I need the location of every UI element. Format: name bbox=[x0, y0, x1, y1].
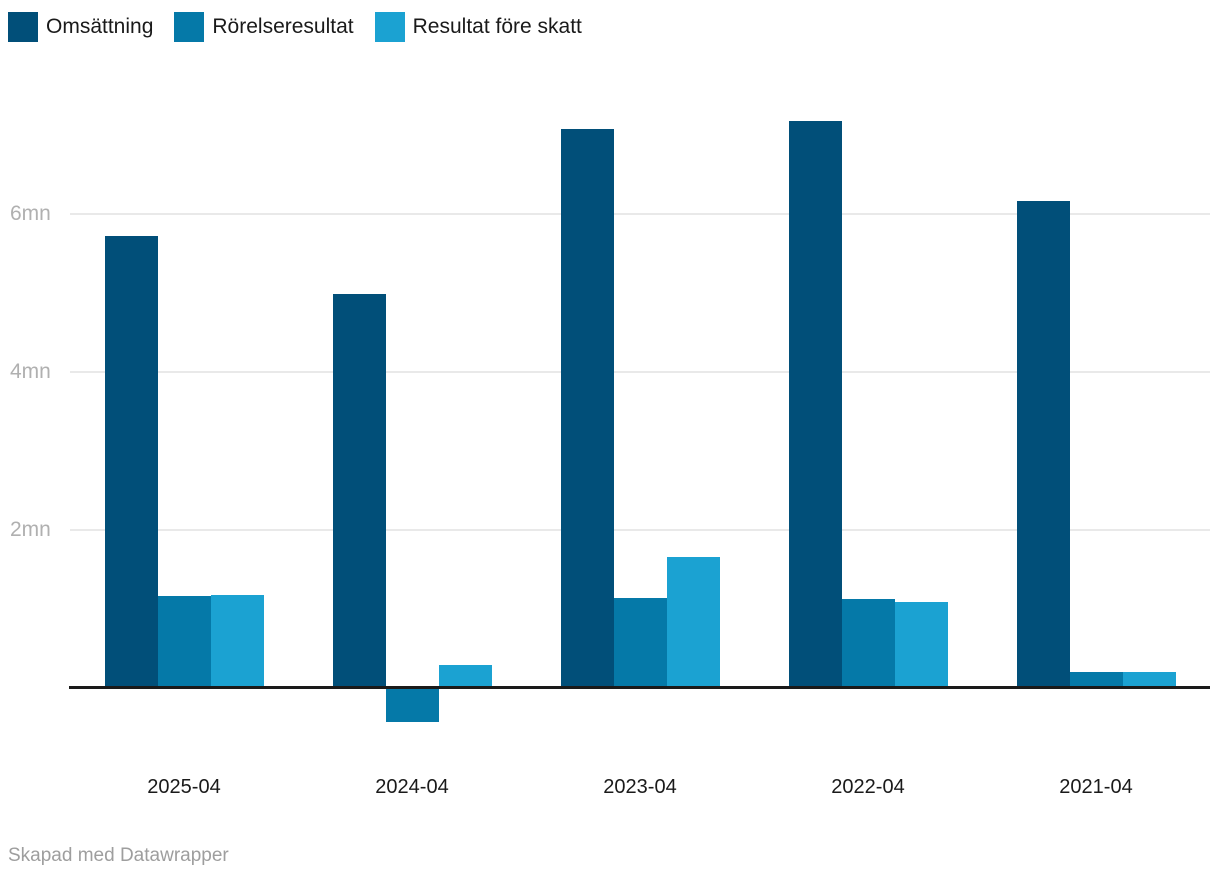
bar-oms-ttning-2025-04 bbox=[104, 236, 158, 688]
x-axis-category-label: 2022-04 bbox=[831, 776, 905, 798]
bar-oms-ttning-2021-04 bbox=[1016, 201, 1070, 688]
bar-resultat-f-re-skatt-2024-04 bbox=[438, 665, 492, 688]
bar-oms-ttning-2023-04 bbox=[560, 129, 614, 688]
legend-item-resultat-f-re-skatt: Resultat före skatt bbox=[374, 12, 582, 42]
legend-item-r-relseresultat: Rörelseresultat bbox=[174, 12, 354, 42]
legend-swatch-icon bbox=[8, 12, 38, 42]
legend-swatch-icon bbox=[374, 12, 405, 42]
legend-item-label: Omsättning bbox=[46, 15, 154, 38]
bar-r-relseresultat-2022-04 bbox=[841, 599, 895, 688]
gridline-2mn bbox=[70, 529, 1210, 531]
legend-item-oms-ttning: Omsättning bbox=[8, 12, 153, 42]
bar-oms-ttning-2022-04 bbox=[788, 121, 842, 688]
bar-r-relseresultat-2024-04 bbox=[385, 688, 439, 722]
attribution-text: Skapad med Datawrapper bbox=[8, 845, 229, 866]
legend-swatch-icon bbox=[174, 12, 205, 42]
legend-item-label: Rörelseresultat bbox=[212, 15, 354, 38]
gridline-6mn bbox=[70, 213, 1210, 215]
y-axis-tick-label: 2mn bbox=[10, 518, 51, 541]
y-axis-tick-label: 4mn bbox=[10, 360, 51, 383]
chart-legend: Omsättning Rörelseresultat Resultat före s… bbox=[8, 12, 603, 42]
legend-item-label: Resultat före skatt bbox=[412, 15, 582, 38]
bar-r-relseresultat-2023-04 bbox=[613, 598, 667, 688]
bar-resultat-f-re-skatt-2025-04 bbox=[210, 595, 264, 688]
bar-r-relseresultat-2025-04 bbox=[157, 596, 211, 688]
x-axis-category-label: 2023-04 bbox=[603, 776, 677, 798]
bar-r-relseresultat-2021-04 bbox=[1069, 672, 1123, 688]
bar-oms-ttning-2024-04 bbox=[332, 294, 386, 688]
x-axis-category-label: 2024-04 bbox=[375, 776, 449, 798]
y-axis-tick-label: 6mn bbox=[10, 202, 51, 225]
gridline-4mn bbox=[70, 371, 1210, 373]
x-axis-line bbox=[69, 686, 1210, 689]
bar-resultat-f-re-skatt-2022-04 bbox=[894, 602, 948, 688]
bar-resultat-f-re-skatt-2021-04 bbox=[1122, 672, 1176, 688]
x-axis-category-label: 2025-04 bbox=[147, 776, 221, 798]
bar-resultat-f-re-skatt-2023-04 bbox=[666, 557, 720, 688]
x-axis-category-label: 2021-04 bbox=[1059, 776, 1133, 798]
